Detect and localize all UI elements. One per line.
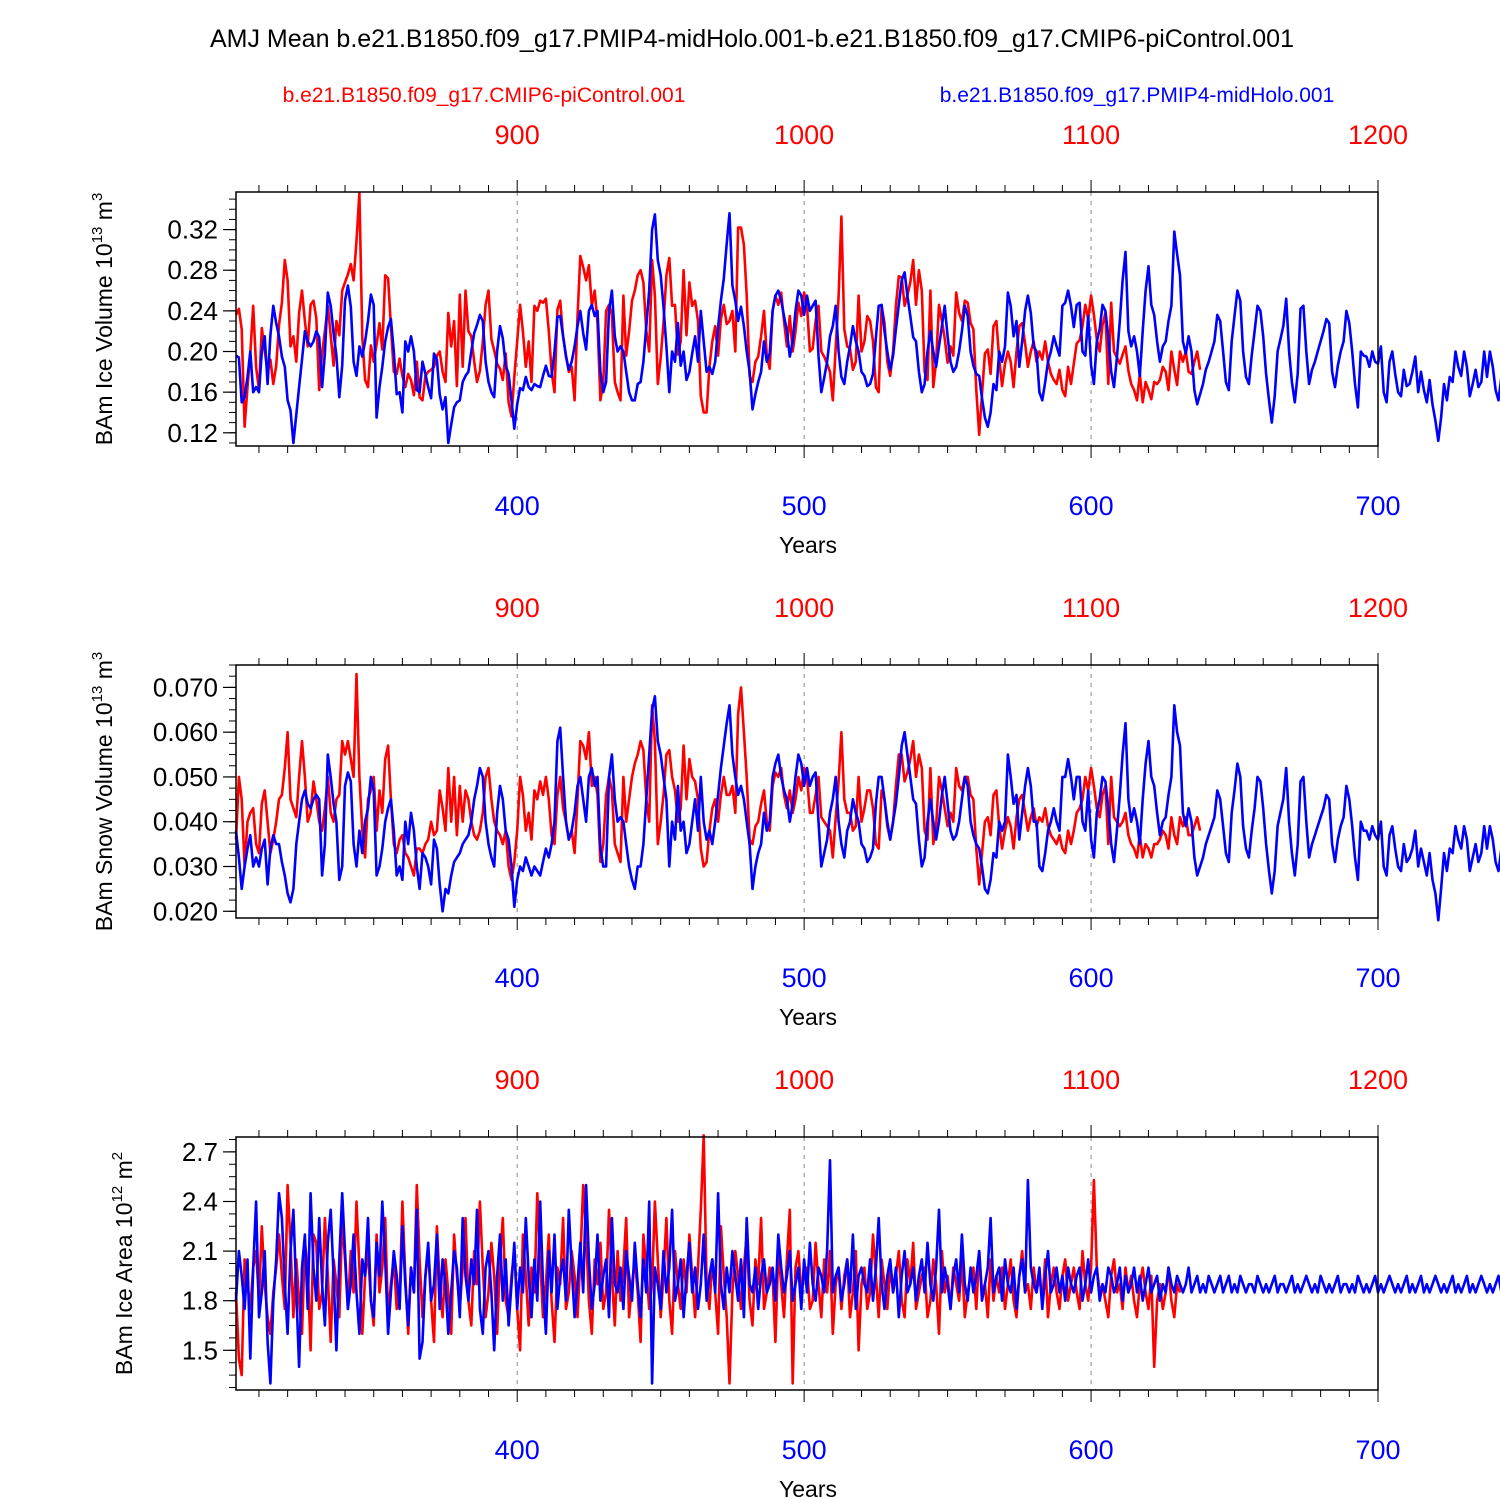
series-line-red bbox=[234, 672, 1202, 886]
series-line-red bbox=[234, 191, 1202, 437]
y-tick-label: 0.070 bbox=[153, 672, 218, 702]
series-line-blue bbox=[234, 694, 1500, 922]
plot-frame bbox=[235, 191, 1379, 447]
x-tick-label-bottom: 400 bbox=[495, 963, 540, 993]
figure-title: AMJ Mean b.e21.B1850.f09_g17.PMIP4-midHo… bbox=[210, 25, 1294, 53]
x-tick-label-bottom: 600 bbox=[1069, 963, 1114, 993]
y-axis-label: BAm Ice Area 1012 m2 bbox=[109, 1152, 137, 1375]
y-tick-label: 0.040 bbox=[153, 807, 218, 837]
x-tick-label-bottom: 500 bbox=[782, 963, 827, 993]
x-tick-label-bottom: 600 bbox=[1069, 491, 1114, 521]
x-tick-label-bottom: 500 bbox=[782, 491, 827, 521]
x-tick-label-top: 1100 bbox=[1062, 593, 1120, 623]
x-tick-label-bottom: 600 bbox=[1069, 1435, 1114, 1465]
panel-2: 400 500 600 700 900 1000 1100 1200 Years 0.020 0.0… bbox=[89, 593, 1500, 1030]
x-tick-label-bottom: 700 bbox=[1355, 491, 1400, 521]
x-tick-label-bottom: 500 bbox=[782, 1435, 827, 1465]
y-tick-label: 0.32 bbox=[167, 215, 218, 245]
y-tick-label: 0.28 bbox=[167, 255, 218, 285]
x-tick-label-top: 900 bbox=[495, 120, 540, 150]
x-axis-label: Years bbox=[779, 1476, 837, 1500]
x-tick-label-top: 1200 bbox=[1348, 593, 1408, 623]
legend-blue-label: b.e21.B1850.f09_g17.PMIP4-midHolo.001 bbox=[940, 84, 1335, 107]
panel-3: 400 500 600 700 900 1000 1100 1200 Years 1.5 1.8 2.… bbox=[109, 1065, 1500, 1500]
y-tick-label: 0.12 bbox=[167, 418, 218, 448]
x-axis-label: Years bbox=[779, 532, 837, 558]
y-tick-label: 2.1 bbox=[182, 1236, 218, 1266]
x-tick-label-top: 1200 bbox=[1348, 1065, 1408, 1095]
y-tick-label: 0.16 bbox=[167, 377, 218, 407]
x-tick-label-bottom: 400 bbox=[495, 491, 540, 521]
y-axis-label: BAm Snow Volume 1013 m3 bbox=[89, 652, 117, 931]
y-tick-label: 0.020 bbox=[153, 896, 218, 926]
x-tick-label-top: 1100 bbox=[1062, 120, 1120, 150]
x-tick-label-bottom: 700 bbox=[1355, 963, 1400, 993]
y-tick-label: 0.060 bbox=[153, 717, 218, 747]
y-tick-label: 0.24 bbox=[167, 296, 218, 326]
x-tick-label-top: 1000 bbox=[774, 593, 834, 623]
plot-frame bbox=[235, 664, 1379, 919]
series-line-blue bbox=[235, 212, 1500, 445]
legend-red-label: b.e21.B1850.f09_g17.CMIP6-piControl.001 bbox=[283, 84, 686, 107]
panel-1: 400 500 600 700 900 1000 1100 1200 Years 0.12 0.16… bbox=[89, 120, 1500, 558]
y-tick-label: 0.050 bbox=[153, 762, 218, 792]
y-tick-label: 1.8 bbox=[182, 1286, 218, 1316]
x-tick-label-bottom: 400 bbox=[495, 1435, 540, 1465]
x-tick-label-top: 900 bbox=[495, 593, 540, 623]
plot-frame bbox=[235, 1136, 1379, 1391]
x-axis-label: Years bbox=[779, 1004, 837, 1030]
y-axis-label: BAm Ice Volume 1013 m3 bbox=[89, 193, 117, 446]
series-line-blue bbox=[234, 1158, 1500, 1385]
x-tick-label-top: 1000 bbox=[774, 1065, 834, 1095]
x-tick-label-top: 1200 bbox=[1348, 120, 1408, 150]
y-tick-label: 0.030 bbox=[153, 852, 218, 882]
y-tick-label: 2.7 bbox=[182, 1137, 218, 1167]
y-tick-label: 0.20 bbox=[167, 337, 218, 367]
x-tick-label-top: 1000 bbox=[774, 120, 834, 150]
x-tick-label-top: 900 bbox=[495, 1065, 540, 1095]
y-tick-label: 1.5 bbox=[182, 1335, 218, 1365]
y-tick-label: 2.4 bbox=[182, 1186, 218, 1216]
x-tick-label-bottom: 700 bbox=[1355, 1435, 1400, 1465]
x-tick-label-top: 1100 bbox=[1062, 1065, 1120, 1095]
